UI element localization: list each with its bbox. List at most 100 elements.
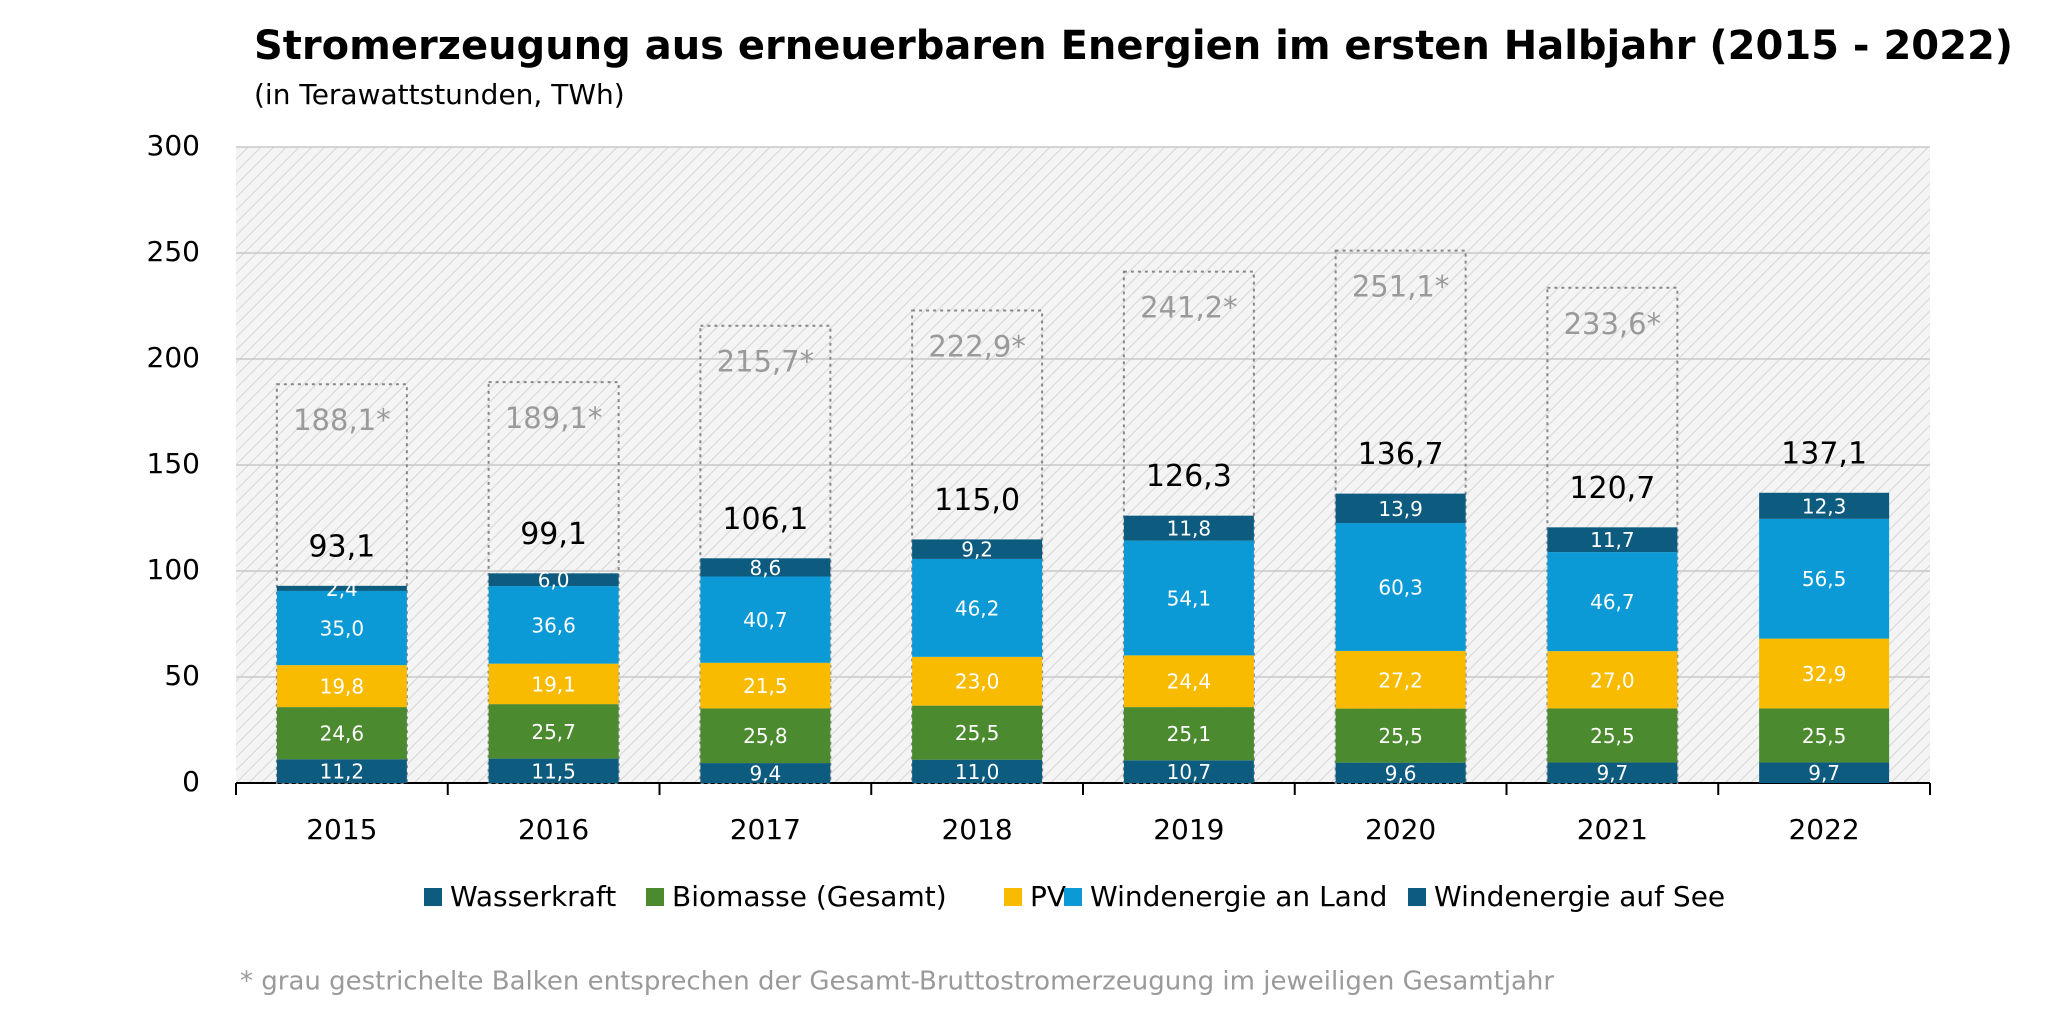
annual-total-label: 188,1* — [293, 403, 391, 437]
x-tick-label: 2015 — [306, 813, 377, 846]
y-tick-label: 250 — [147, 235, 200, 268]
total-label: 136,7 — [1358, 437, 1444, 472]
total-label: 93,1 — [308, 529, 375, 564]
chart-title: Stromerzeugung aus erneuerbaren Energien… — [254, 23, 2013, 69]
segment-label: 9,7 — [1808, 761, 1840, 785]
segment-label: 35,0 — [320, 617, 365, 641]
segment-label: 24,6 — [320, 722, 365, 746]
legend-swatch — [1004, 888, 1022, 906]
bar-segment — [1335, 523, 1466, 651]
annual-total-label: 189,1* — [505, 401, 603, 435]
bar-segment — [1123, 655, 1254, 708]
bar-segment — [1123, 707, 1254, 761]
y-tick-label: 200 — [147, 341, 200, 374]
bar-segment — [276, 665, 407, 708]
bar-segment — [276, 707, 407, 760]
bar-segment — [1759, 518, 1890, 639]
bar-segment — [912, 759, 1043, 783]
x-tick-label: 2020 — [1365, 813, 1436, 846]
segment-label: 6,0 — [538, 568, 570, 592]
bar-segment — [276, 590, 407, 666]
segment-label: 25,5 — [955, 721, 1000, 745]
bar-segment — [1547, 762, 1678, 783]
bar-segment — [488, 704, 619, 759]
segment-label: 10,7 — [1167, 760, 1212, 784]
segment-label: 25,5 — [1802, 724, 1847, 748]
segment-label: 40,7 — [743, 608, 788, 632]
segment-label: 21,5 — [743, 674, 788, 698]
segment-label: 13,9 — [1378, 497, 1423, 521]
bar-segment — [700, 558, 831, 577]
y-tick-label: 300 — [147, 129, 200, 162]
legend-swatch — [1408, 888, 1426, 906]
bar-segment — [1547, 651, 1678, 709]
segment-label: 2,4 — [326, 577, 358, 601]
segment-label: 11,2 — [320, 760, 365, 784]
bar-segment — [912, 539, 1043, 559]
bar-segment — [1759, 638, 1890, 709]
bar-segment — [488, 663, 619, 705]
segment-label: 11,0 — [955, 760, 1000, 784]
x-tick-label: 2019 — [1153, 813, 1224, 846]
bar-segment — [1547, 527, 1678, 553]
bar-segment — [488, 586, 619, 664]
annual-total-bar — [275, 383, 408, 784]
bar-segment — [276, 759, 407, 783]
segment-label: 27,2 — [1378, 668, 1423, 692]
segment-label: 25,5 — [1378, 724, 1423, 748]
bar-segment — [700, 662, 831, 709]
bar-segment — [1335, 493, 1466, 524]
x-tick-label: 2018 — [941, 813, 1012, 846]
segment-label: 12,3 — [1802, 494, 1847, 518]
bar-segment — [488, 758, 619, 783]
segment-label: 25,8 — [743, 724, 788, 748]
bar-segment — [1123, 515, 1254, 541]
segment-label: 19,1 — [531, 672, 576, 696]
segment-label: 11,5 — [531, 759, 576, 783]
segment-label: 25,7 — [531, 720, 576, 744]
x-tick-label: 2021 — [1577, 813, 1648, 846]
bar-segment — [912, 558, 1043, 657]
bar-segment — [1123, 540, 1254, 656]
bar-segment — [1759, 708, 1890, 763]
bar-segment — [1759, 492, 1890, 519]
segment-label: 46,2 — [955, 596, 1000, 620]
bar-segment — [1335, 708, 1466, 763]
bar-segment — [912, 656, 1043, 706]
bar-segment — [700, 576, 831, 663]
bar-segment — [1335, 650, 1466, 709]
legend-label: PV — [1030, 880, 1066, 913]
bar-segment — [1335, 762, 1466, 783]
legend-swatch — [1064, 888, 1082, 906]
annual-total-label: 215,7* — [717, 345, 815, 379]
annual-total-label: 241,2* — [1140, 291, 1238, 325]
bar-segment — [1123, 760, 1254, 783]
y-tick-label: 150 — [147, 447, 200, 480]
total-label: 137,1 — [1781, 436, 1867, 471]
segment-label: 11,8 — [1167, 517, 1212, 541]
segment-label: 54,1 — [1167, 587, 1212, 611]
segment-label: 8,6 — [749, 556, 781, 580]
annual-total-label: 251,1* — [1352, 270, 1450, 304]
legend-label: Wasserkraft — [450, 880, 616, 913]
segment-label: 9,7 — [1596, 761, 1628, 785]
total-label: 106,1 — [722, 502, 808, 537]
x-tick-label: 2016 — [518, 813, 589, 846]
segment-label: 9,2 — [961, 538, 993, 562]
segment-label: 9,6 — [1385, 761, 1417, 785]
y-tick-label: 50 — [164, 659, 200, 692]
segment-label: 24,4 — [1167, 670, 1212, 694]
bar-segment — [1759, 762, 1890, 783]
legend-label: Windenergie auf See — [1434, 880, 1725, 913]
segment-label: 23,0 — [955, 670, 1000, 694]
segment-label: 19,8 — [320, 675, 365, 699]
y-tick-label: 100 — [147, 553, 200, 586]
segment-label: 36,6 — [531, 613, 576, 637]
total-label: 115,0 — [934, 483, 1020, 518]
segment-label: 11,7 — [1590, 528, 1635, 552]
footnote: * grau gestrichelte Balken entsprechen d… — [240, 967, 1554, 997]
legend-swatch — [646, 888, 664, 906]
bar-segment — [700, 708, 831, 764]
